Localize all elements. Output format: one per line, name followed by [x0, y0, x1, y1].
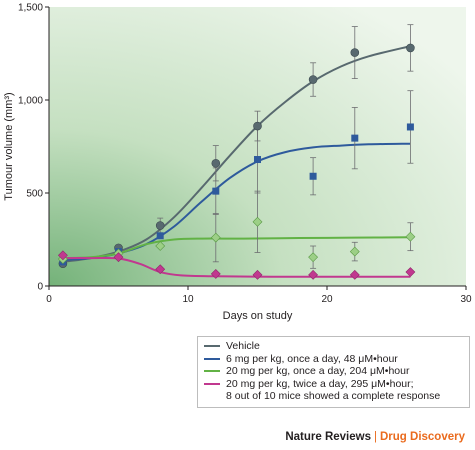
y-tick-label: 500	[26, 189, 43, 200]
data-point-20mg-twice	[308, 269, 319, 280]
fit-line-20mg-once	[62, 236, 411, 260]
data-point-20mg-once	[349, 246, 360, 257]
legend-item-20mg-once: 20 mg per kg, once a day, 204 μM•hour	[204, 365, 469, 378]
fit-line-20mg-twice	[62, 256, 411, 278]
legend-item-6mg-once: 6 mg per kg, once a day, 48 μM•hour	[204, 353, 469, 366]
data-point-20mg-once	[252, 216, 263, 227]
journal-name: Nature Reviews	[285, 431, 371, 443]
y-tick-label: 1,000	[18, 96, 43, 107]
legend-swatch-20mg-twice	[204, 382, 220, 385]
legend-swatch-20mg-once	[204, 370, 220, 373]
y-tick-label: 0	[37, 282, 43, 293]
data-point-6mg-once	[406, 123, 414, 131]
axes: 0 10 20 30 0 500 1,000 1,500	[18, 3, 472, 306]
x-tick-label: 30	[460, 294, 472, 305]
data-point-20mg-once	[308, 252, 319, 263]
data-point-6mg-once	[254, 156, 261, 164]
journal-section: Drug Discovery	[379, 431, 465, 443]
legend-label-vehicle: Vehicle	[226, 340, 260, 352]
data-point-vehicle	[211, 158, 221, 168]
legend-swatch-vehicle	[204, 345, 220, 347]
data-point-6mg-once	[351, 134, 359, 142]
legend-label-20mg-once: 20 mg per kg, once a day, 204 μM•hour	[226, 365, 410, 378]
data-point-20mg-twice	[252, 269, 263, 280]
x-tick-label: 0	[46, 294, 52, 305]
data-point-20mg-once	[405, 231, 416, 242]
data-point-vehicle	[406, 43, 415, 53]
data-point-vehicle	[350, 48, 360, 57]
legend-label-20mg-twice: 20 mg per kg, twice a day, 295 μM•hour; …	[226, 377, 441, 403]
data-point-6mg-once	[309, 172, 317, 180]
data-point-20mg-twice	[210, 268, 221, 279]
data-point-6mg-once	[212, 187, 220, 195]
journal-credit: Nature Reviews | Drug Discovery	[285, 431, 465, 443]
data-point-20mg-twice	[349, 269, 360, 280]
credit-separator: |	[373, 431, 377, 443]
data-point-vehicle	[308, 75, 318, 84]
data-point-20mg-twice	[113, 252, 124, 263]
x-tick-label: 20	[321, 294, 333, 305]
data-point-20mg-twice	[155, 264, 166, 275]
data-point-vehicle	[155, 221, 165, 230]
x-axis-title: Days on study	[223, 310, 293, 322]
legend: Vehicle 6 mg per kg, once a day, 48 μM•h…	[197, 336, 470, 408]
data-point-20mg-twice	[405, 267, 416, 277]
data-point-20mg-twice	[57, 250, 68, 261]
data-point-20mg-once	[210, 232, 221, 243]
x-tick-label: 10	[182, 294, 194, 305]
data-point-6mg-once	[156, 232, 164, 240]
legend-item-vehicle: Vehicle	[204, 340, 469, 353]
y-tick-label: 1,500	[18, 3, 43, 14]
data-point-vehicle	[253, 121, 262, 131]
legend-item-20mg-twice: 20 mg per kg, twice a day, 295 μM•hour; …	[204, 378, 469, 403]
y-axis-title: Tumour volume (mm³)	[3, 92, 15, 200]
data-point-20mg-once	[155, 241, 166, 251]
legend-label-6mg-once: 6 mg per kg, once a day, 48 μM•hour	[226, 352, 398, 365]
data-markers	[57, 43, 416, 280]
legend-swatch-6mg-once	[204, 357, 220, 360]
